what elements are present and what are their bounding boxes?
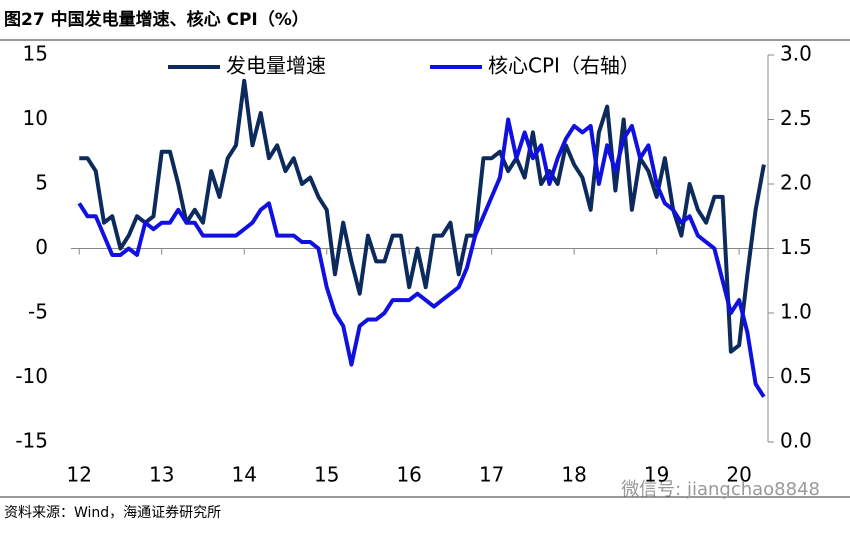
source: 资料来源：Wind，海通证券研究所 <box>4 505 221 521</box>
x-tick-label: 13 <box>149 463 174 487</box>
legend-label: 发电量增速 <box>226 54 326 78</box>
x-tick-label: 12 <box>67 463 92 487</box>
y2-tick-label: 2.5 <box>780 106 812 130</box>
series-line <box>77 117 766 398</box>
x-tick-label: 19 <box>644 463 669 487</box>
y2-tick-label: 2.0 <box>780 171 812 195</box>
y-tick-label: 10 <box>23 106 48 130</box>
y2-tick-label: 1.5 <box>780 235 812 259</box>
x-tick-label: 17 <box>479 463 504 487</box>
x-tick-label: 20 <box>726 463 751 487</box>
y2-tick-label: 0.5 <box>780 364 812 388</box>
y-tick-label: -5 <box>28 300 48 324</box>
y-tick-label: 0 <box>35 235 48 259</box>
y-tick-label: 15 <box>23 42 48 66</box>
x-tick-label: 15 <box>314 463 339 487</box>
chart-title: 图27 中国发电量增速、核心 CPI（%） <box>4 9 309 30</box>
series-line <box>79 78 766 354</box>
watermark: 微信号: jiangchao8848 <box>621 479 820 500</box>
x-tick-label: 14 <box>231 463 256 487</box>
x-tick-label: 16 <box>396 463 421 487</box>
y2-tick-label: 1.0 <box>780 300 812 324</box>
legend-label: 核心CPI（右轴） <box>488 54 640 78</box>
y2-tick-label: 3.0 <box>780 42 812 66</box>
x-tick-label: 18 <box>561 463 586 487</box>
y-tick-label: 5 <box>35 171 48 195</box>
y-tick-label: -10 <box>15 364 48 388</box>
y2-tick-label: 0.0 <box>780 429 812 453</box>
y-tick-label: -15 <box>15 429 48 453</box>
